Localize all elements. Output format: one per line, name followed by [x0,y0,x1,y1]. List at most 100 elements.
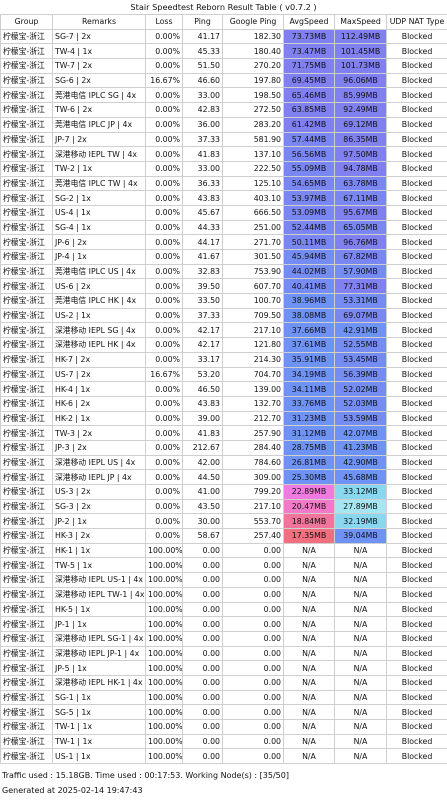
result-row: 柠檬宝-浙江 莞港电信 IPLC TW | 4x 0.00% 36.33 125.10 5… [0,175,447,192]
column-header: Ping [182,14,223,30]
table-title: Stair Speedtest Reborn Result Table ( v0… [130,2,317,12]
avg-speed-cell: 20.47MB [283,498,335,515]
max-speed-cell: 56.39MB [334,366,387,383]
nat-type-cell: Blocked [386,410,447,427]
loss-cell: 0.00% [145,528,183,544]
nat-type-cell: Blocked [386,28,447,45]
loss-cell: 0.00% [145,410,183,427]
loss-cell: 100.00% [145,645,183,662]
result-row: 柠檬宝-浙江 深港移动 IEPL TW | 4x 0.00% 41.83 137.10 5… [0,146,447,162]
max-speed-cell: 94.78MB [334,160,387,177]
google-ping-cell: 251.00 [222,219,284,236]
group-cell: 柠檬宝-浙江 [0,645,53,662]
avg-speed-cell: 61.42MB [283,116,335,133]
result-row: 柠檬宝-浙江 SG-1 | 1x 100.00% 0.00 0.00 N/A N/A Bloc… [0,689,447,706]
nat-type-cell: Blocked [386,249,447,265]
google-ping-cell: 0.00 [222,557,284,574]
avg-speed-cell: 37.66MB [283,322,335,339]
result-row: 柠檬宝-浙江 JP-5 | 1x 100.00% 0.00 0.00 N/A N/A Bloc… [0,660,447,676]
google-ping-cell: 0.00 [222,704,284,720]
group-cell: 柠檬宝-浙江 [0,528,53,544]
avg-speed-cell: 71.75MB [283,58,335,74]
google-ping-cell: 217.10 [222,322,284,339]
avg-speed-cell: 53.97MB [283,190,335,206]
loss-cell: 0.00% [145,131,183,148]
group-cell: 柠檬宝-浙江 [0,87,53,104]
google-ping-cell: 125.10 [222,175,284,192]
nat-type-cell: Blocked [386,72,447,89]
avg-speed-cell: 57.44MB [283,131,335,148]
loss-cell: 100.00% [145,674,183,691]
avg-speed-cell: N/A [283,719,335,735]
google-ping-cell: 270.20 [222,58,284,74]
ping-cell: 0.00 [182,719,223,735]
nat-type-cell: Blocked [386,719,447,735]
max-speed-cell: N/A [334,704,387,720]
remarks-cell: 莞港电信 IPLC TW | 4x [52,175,146,192]
max-speed-cell: N/A [334,601,387,618]
ping-cell: 39.50 [182,278,223,295]
result-row: 柠檬宝-浙江 SG-4 | 1x 0.00% 44.33 251.00 52.44MB 65… [0,219,447,236]
group-cell: 柠檬宝-浙江 [0,322,53,339]
remarks-cell: 深港移动 IEPL US | 4x [52,454,146,471]
group-cell: 柠檬宝-浙江 [0,469,53,485]
loss-cell: 0.00% [145,102,183,118]
remarks-cell: JP-7 | 2x [52,131,146,148]
nat-type-cell: Blocked [386,704,447,720]
ping-cell: 42.17 [182,322,223,339]
nat-type-cell: Blocked [386,160,447,177]
loss-cell: 100.00% [145,557,183,574]
remarks-cell: 深港移动 IEPL JP | 4x [52,469,146,485]
remarks-cell: HK-7 | 2x [52,351,146,368]
avg-speed-cell: 50.11MB [283,234,335,250]
result-row: 柠檬宝-浙江 SG-5 | 1x 100.00% 0.00 0.00 N/A N/A Bloc… [0,704,447,720]
ping-cell: 51.50 [182,58,223,74]
nat-type-cell: Blocked [386,572,447,588]
nat-type-cell: Blocked [386,645,447,662]
nat-type-cell: Blocked [386,425,447,441]
max-speed-cell: 85.99MB [334,87,387,104]
result-row: 柠檬宝-浙江 TW-5 | 1x 100.00% 0.00 0.00 N/A N/A Bloc… [0,557,447,574]
avg-speed-cell: 31.23MB [283,410,335,427]
nat-type-cell: Blocked [386,175,447,192]
group-cell: 柠檬宝-浙江 [0,160,53,177]
remarks-cell: 深港移动 IEPL HK | 4x [52,337,146,353]
remarks-cell: TW-7 | 2x [52,58,146,74]
remarks-cell: HK-2 | 1x [52,410,146,427]
group-cell: 柠檬宝-浙江 [0,43,53,60]
group-cell: 柠檬宝-浙江 [0,484,53,500]
remarks-cell: JP-6 | 2x [52,234,146,250]
column-header: MaxSpeed [334,14,387,30]
loss-cell: 0.00% [145,484,183,500]
max-speed-cell: 92.49MB [334,102,387,118]
ping-cell: 33.17 [182,351,223,368]
max-speed-cell: 53.45MB [334,351,387,368]
max-speed-cell: 96.76MB [334,234,387,250]
remarks-cell: 深港移动 IEPL TW-1 | 4x [52,586,146,603]
avg-speed-cell: 34.11MB [283,381,335,397]
max-speed-cell: N/A [334,572,387,588]
max-speed-cell: N/A [334,719,387,735]
group-cell: 柠檬宝-浙江 [0,116,53,133]
loss-cell: 0.00% [145,513,183,530]
group-cell: 柠檬宝-浙江 [0,307,53,324]
traffic-info: Traffic used : 15.18GB. Time used : 00:1… [2,771,289,781]
nat-type-cell: Blocked [386,586,447,603]
google-ping-cell: 180.40 [222,43,284,60]
ping-cell: 0.00 [182,660,223,676]
group-cell: 柠檬宝-浙江 [0,351,53,368]
ping-cell: 0.00 [182,733,223,750]
avg-speed-cell: N/A [283,601,335,618]
loss-cell: 100.00% [145,733,183,750]
group-cell: 柠檬宝-浙江 [0,557,53,574]
result-row: 柠檬宝-浙江 US-7 | 2x 16.67% 53.20 704.70 34.19MB 5… [0,366,447,383]
ping-cell: 0.00 [182,542,223,559]
result-row: 柠檬宝-浙江 US-3 | 2x 0.00% 41.00 799.20 22.89MB 33… [0,484,447,500]
loss-cell: 100.00% [145,660,183,676]
result-row: 柠檬宝-浙江 US-2 | 1x 0.00% 37.33 709.50 38.08MB 69… [0,307,447,324]
ping-cell: 58.67 [182,528,223,544]
max-speed-cell: 52.03MB [334,395,387,412]
nat-type-cell: Blocked [386,630,447,647]
ping-cell: 45.33 [182,43,223,60]
